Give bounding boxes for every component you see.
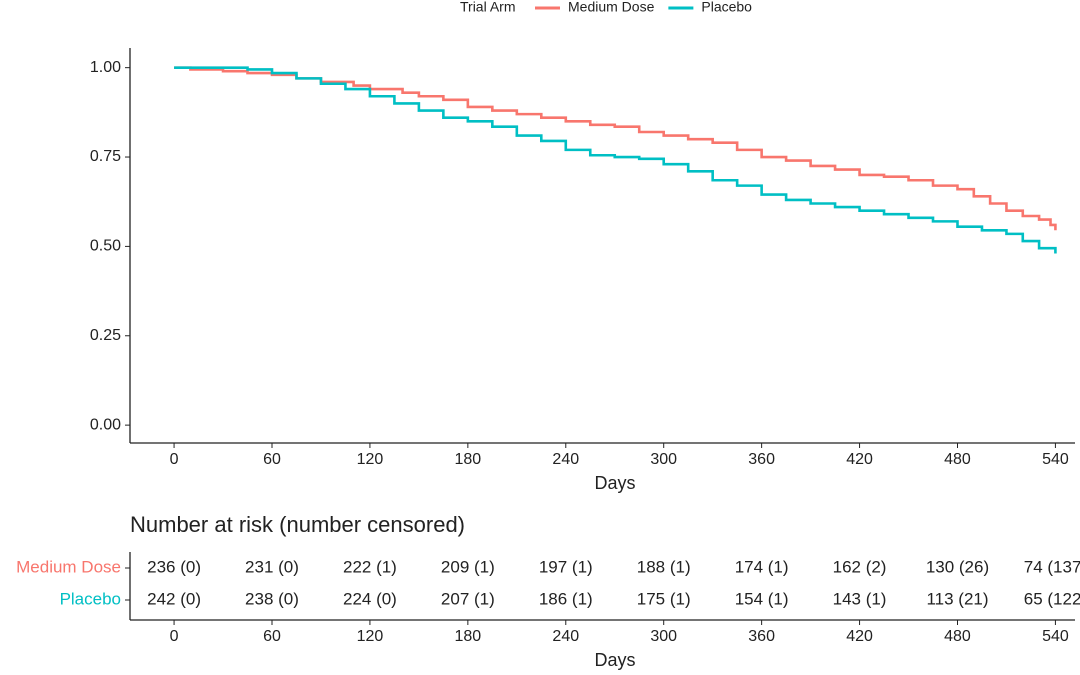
- risk-x-tick-label: 0: [170, 628, 179, 645]
- risk-cell: 197 (1): [539, 557, 593, 576]
- risk-cell: 175 (1): [637, 589, 691, 608]
- risk-cell: 224 (0): [343, 589, 397, 608]
- risk-x-tick-label: 540: [1042, 628, 1069, 645]
- risk-x-tick-label: 120: [357, 628, 384, 645]
- risk-cell: 236 (0): [147, 557, 201, 576]
- x-tick-label: 60: [263, 451, 281, 468]
- x-tick-label: 240: [552, 451, 579, 468]
- legend-label: Placebo: [701, 0, 752, 15]
- risk-cell: 209 (1): [441, 557, 495, 576]
- risk-cell: 74 (137): [1024, 557, 1080, 576]
- y-tick-label: 0.50: [90, 238, 121, 255]
- risk-x-tick-label: 300: [650, 628, 677, 645]
- y-tick-label: 0.00: [90, 416, 121, 433]
- x-tick-label: 480: [944, 451, 971, 468]
- risk-cell: 113 (21): [926, 589, 988, 608]
- risk-table-title: Number at risk (number censored): [130, 512, 465, 537]
- risk-cell: 65 (122): [1024, 589, 1080, 608]
- y-tick-label: 0.75: [90, 148, 121, 165]
- risk-x-tick-label: 420: [846, 628, 873, 645]
- risk-x-tick-label: 360: [748, 628, 775, 645]
- risk-row-label: Medium Dose: [16, 557, 121, 576]
- risk-x-tick-label: 480: [944, 628, 971, 645]
- risk-cell: 231 (0): [245, 557, 299, 576]
- survival-curve: [174, 66, 1057, 231]
- risk-cell: 222 (1): [343, 557, 397, 576]
- risk-cell: 130 (26): [926, 557, 989, 576]
- legend-title: Trial Arm: [460, 0, 515, 15]
- risk-cell: 207 (1): [441, 589, 495, 608]
- legend-label: Medium Dose: [568, 0, 655, 15]
- risk-x-tick-label: 60: [263, 628, 281, 645]
- risk-x-tick-label: 240: [552, 628, 579, 645]
- x-tick-label: 300: [650, 451, 677, 468]
- risk-cell: 162 (2): [833, 557, 887, 576]
- risk-cell: 143 (1): [833, 589, 887, 608]
- x-tick-label: 420: [846, 451, 873, 468]
- risk-cell: 186 (1): [539, 589, 593, 608]
- y-tick-label: 0.25: [90, 327, 121, 344]
- survival-curve: [174, 66, 1057, 254]
- y-tick-label: 1.00: [90, 59, 121, 76]
- risk-cell: 238 (0): [245, 589, 299, 608]
- x-tick-label: 180: [454, 451, 481, 468]
- risk-row-label: Placebo: [60, 589, 121, 608]
- x-axis-label: Days: [594, 473, 635, 493]
- risk-cell: 242 (0): [147, 589, 201, 608]
- risk-x-axis-label: Days: [594, 650, 635, 670]
- x-tick-label: 360: [748, 451, 775, 468]
- risk-cell: 154 (1): [735, 589, 789, 608]
- risk-x-tick-label: 180: [454, 628, 481, 645]
- x-tick-label: 540: [1042, 451, 1069, 468]
- risk-cell: 174 (1): [735, 557, 789, 576]
- risk-cell: 188 (1): [637, 557, 691, 576]
- x-tick-label: 120: [357, 451, 384, 468]
- x-tick-label: 0: [170, 451, 179, 468]
